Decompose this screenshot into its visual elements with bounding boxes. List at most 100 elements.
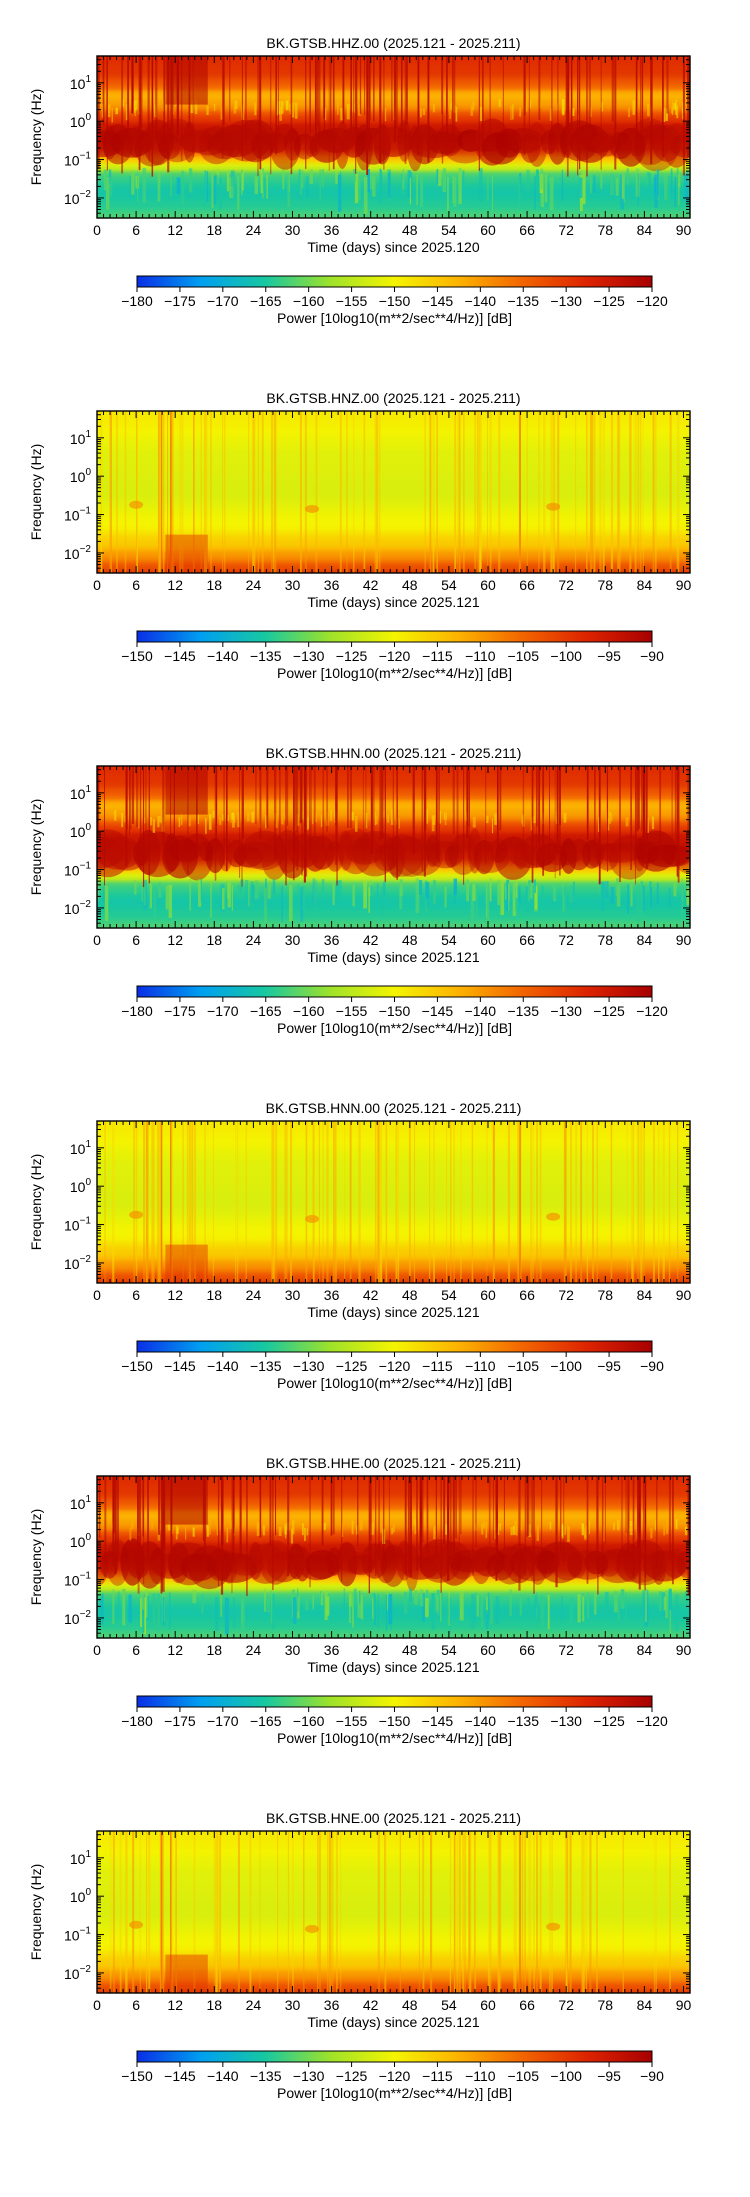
colorbar-tick-label: −140 [207,2068,239,2084]
x-tick-label: 78 [597,222,613,238]
x-tick-label: 84 [637,932,653,948]
colorbar-tick-label: −95 [597,1358,621,1374]
x-tick-label: 60 [480,1287,496,1303]
colorbar-tick-label: −110 [465,2068,496,2084]
x-tick-label: 18 [207,1642,223,1658]
x-axis-label: Time (days) since 2025.121 [307,594,479,610]
colorbar-tick-label: −145 [422,1713,454,1729]
x-tick-label: 0 [93,577,101,593]
colorbar-tick-label: −120 [379,2068,411,2084]
x-tick-label: 36 [324,1642,340,1658]
x-tick-label: 30 [285,222,301,238]
plot-frame [96,1475,691,1639]
colorbar-tick-label: −140 [207,648,239,664]
x-tick-label: 30 [285,1287,301,1303]
y-tick-label: 10−2 [64,899,91,917]
x-tick-label: 48 [402,1997,418,2013]
x-tick-label: 90 [676,1287,692,1303]
colorbar-tick-label: −160 [293,1713,325,1729]
x-tick-label: 78 [597,1642,613,1658]
x-tick-label: 24 [246,932,262,948]
colorbar-tick-label: −140 [207,1358,239,1374]
y-tick-label: 100 [70,1532,92,1550]
colorbar-tick-label: −135 [507,1713,539,1729]
x-tick-label: 42 [363,932,379,948]
spectrogram-image [97,411,690,573]
x-tick-label: 36 [324,1287,340,1303]
y-tick-label: 10−2 [64,189,91,207]
colorbar-tick-label: −165 [250,1003,282,1019]
y-tick-label: 100 [70,1887,92,1905]
x-tick-label: 0 [93,1287,101,1303]
x-axis-label: Time (days) since 2025.121 [307,1304,479,1320]
colorbar-tick-label: −145 [164,2068,196,2084]
colorbar-tick-label: −110 [465,648,496,664]
plot-frame [96,1830,691,1994]
x-tick-label: 18 [207,577,223,593]
x-tick-label: 42 [363,1997,379,2013]
x-tick-label: 48 [402,932,418,948]
colorbar-tick-label: −120 [379,648,411,664]
colorbar-tick-label: −125 [336,648,368,664]
x-tick-label: 6 [132,577,140,593]
x-tick-label: 72 [558,577,574,593]
chart-bk-gtsb-hhz-00: BK.GTSB.HHZ.00 (2025.121 - 2025.211) 0 6 12… [28,35,691,326]
x-tick-label: 72 [558,932,574,948]
x-tick-label: 54 [441,1287,457,1303]
x-tick-label: 24 [246,1642,262,1658]
colorbar-tick-label: −150 [379,1713,411,1729]
x-tick-label: 84 [637,1642,653,1658]
colorbar-tick-label: −150 [379,1003,411,1019]
y-tick-label: 10−2 [64,1609,91,1627]
chart-bk-gtsb-hhn-00: BK.GTSB.HHN.00 (2025.121 - 2025.211) 0 6 12… [28,745,691,1036]
x-tick-label: 0 [93,1997,101,2013]
y-axis-label: Frequency (Hz) [28,444,44,540]
x-tick-label: 12 [167,1642,183,1658]
colorbar-tick-label: −170 [207,1003,239,1019]
colorbar-tick-label: −135 [250,2068,282,2084]
chart-bk-gtsb-hnn-00: BK.GTSB.HNN.00 (2025.121 - 2025.211) 0 6 12… [28,1100,691,1391]
chart-title: BK.GTSB.HHE.00 (2025.121 - 2025.211) [266,1455,521,1471]
y-tick-label: 100 [70,822,92,840]
x-tick-label: 90 [676,1997,692,2013]
x-tick-label: 18 [207,932,223,948]
x-tick-label: 6 [132,1997,140,2013]
x-tick-label: 90 [676,1642,692,1658]
colorbar-tick-label: −145 [422,293,454,309]
chart-title: BK.GTSB.HHN.00 (2025.121 - 2025.211) [266,745,522,761]
colorbar-tick-label: −150 [121,1358,153,1374]
colorbar-tick-label: −155 [336,1713,368,1729]
colorbar [136,2050,653,2063]
colorbar-tick-label: −135 [507,293,539,309]
colorbar-tick-label: −180 [121,293,153,309]
colorbar-tick-label: −100 [550,648,582,664]
x-tick-label: 30 [285,577,301,593]
colorbar-tick-label: −95 [597,648,621,664]
x-tick-label: 6 [132,932,140,948]
x-tick-label: 48 [402,222,418,238]
y-tick-label: 101 [70,74,92,92]
y-tick-label: 101 [70,429,92,447]
colorbar-tick-label: −95 [597,2068,621,2084]
y-tick-label: 100 [70,467,92,485]
x-tick-label: 0 [93,1642,101,1658]
x-tick-label: 12 [167,932,183,948]
y-tick-label: 10−1 [64,506,91,524]
colorbar [136,630,653,643]
x-tick-label: 60 [480,932,496,948]
chart-title: BK.GTSB.HNZ.00 (2025.121 - 2025.211) [266,390,520,406]
x-tick-label: 48 [402,577,418,593]
colorbar-tick-label: −125 [593,293,625,309]
plot-frame [96,765,691,929]
y-tick-label: 101 [70,1139,92,1157]
colorbar-label: Power [10log10(m**2/sec**4/Hz)] [dB] [277,1375,512,1391]
x-tick-label: 30 [285,932,301,948]
spectrogram-image [97,766,690,928]
colorbar-tick-label: −125 [336,1358,368,1374]
spectrogram-image [97,1121,690,1283]
colorbar-tick-label: −125 [593,1003,625,1019]
x-axis-label: Time (days) since 2025.121 [307,949,479,965]
x-tick-label: 60 [480,1642,496,1658]
x-tick-label: 48 [402,1642,418,1658]
colorbar [136,985,653,998]
